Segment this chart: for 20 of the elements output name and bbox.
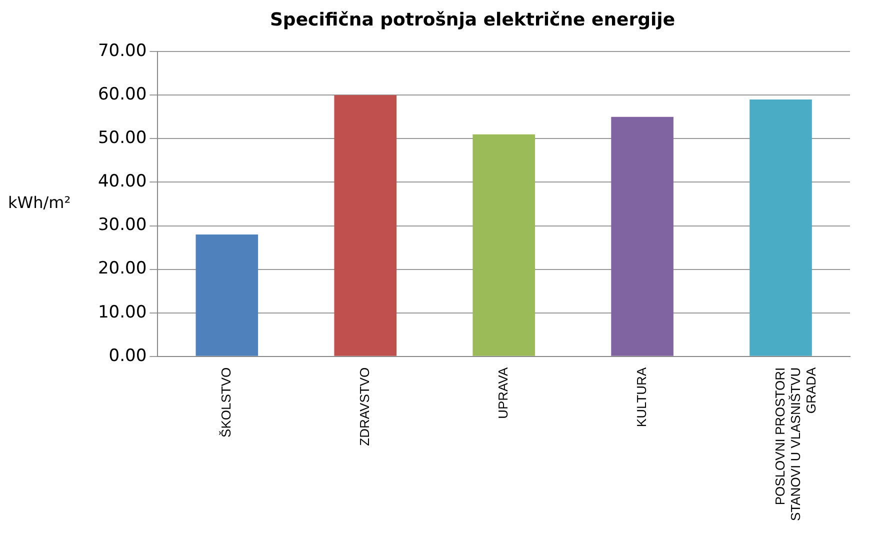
- y-tick-label: 50.00: [98, 128, 147, 148]
- y-tick-label: 0.00: [108, 346, 147, 366]
- y-tick-label: 20.00: [98, 258, 147, 279]
- y-tick-label: 30.00: [98, 215, 147, 236]
- x-tick-label: KULTURA: [634, 367, 649, 428]
- bar: [611, 116, 674, 356]
- y-tick-label: 10.00: [98, 302, 147, 322]
- y-tick-label: 40.00: [98, 172, 147, 192]
- y-tick-label: 70.00: [98, 41, 147, 62]
- x-tick-label: POSLOVNI PROSTORI STANOVI U VLASNIŠTVU GRADA: [772, 367, 819, 522]
- chart-title: Specifična potrošnja električne energije: [270, 9, 676, 30]
- x-tick-label: ŠKOLSTVO: [218, 367, 234, 438]
- y-tick-label: 60.00: [98, 84, 147, 105]
- x-tick-label: ZDRAVSTVO: [356, 367, 372, 446]
- bar: [750, 99, 812, 356]
- bar: [472, 134, 535, 356]
- y-axis-title: kWh/m²: [8, 193, 71, 212]
- bar: [334, 95, 397, 356]
- bar: [196, 234, 258, 356]
- x-tick-label: UPRAVA: [495, 367, 510, 419]
